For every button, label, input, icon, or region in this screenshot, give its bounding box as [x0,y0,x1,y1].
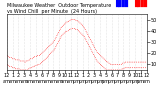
Text: Milwaukee Weather  Outdoor Temperature
vs Wind Chill  per Minute  (24 Hours): Milwaukee Weather Outdoor Temperature vs… [7,3,111,14]
Text: ████: ████ [134,0,147,7]
Text: ████: ████ [115,0,128,7]
